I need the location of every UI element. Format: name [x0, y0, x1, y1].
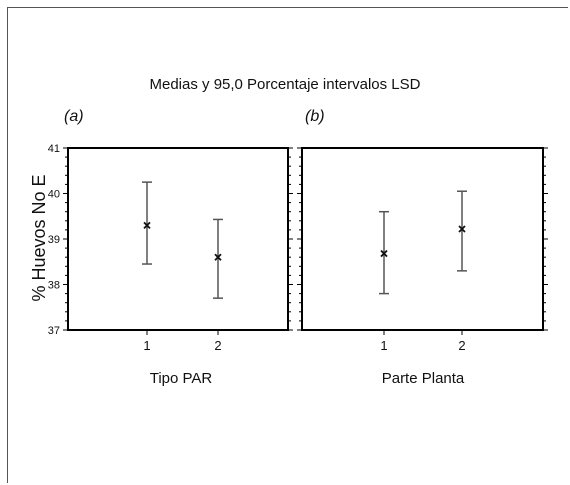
panel-b-mean-marker [458, 225, 466, 233]
y-tick-label: 38 [48, 280, 60, 292]
panel-a-mean-marker [214, 253, 222, 261]
chart-title: Medias y 95,0 Porcentaje intervalos LSD [149, 76, 421, 93]
panel-a-x-tick-label: 1 [143, 338, 150, 353]
panel-b-x-tick-label: 1 [380, 338, 387, 353]
y-tick-label: 37 [48, 325, 60, 337]
panel-b-label: (b) [305, 108, 325, 125]
panel-b-mean-marker [380, 249, 388, 258]
panel-a-x-tick-label: 2 [214, 338, 221, 353]
panel-a-mean-marker [143, 221, 151, 229]
y-tick-label: 41 [48, 143, 60, 155]
y-tick-label: 39 [48, 234, 60, 246]
panel-a-x-axis-label: Tipo PAR [149, 370, 213, 387]
panel-a-frame [67, 147, 289, 331]
panel-b-frame [301, 147, 544, 331]
panel-a-label: (a) [64, 108, 84, 125]
panel-b-x-axis-label: Parte Planta [381, 370, 465, 387]
panel-b-x-tick-label: 2 [458, 338, 465, 353]
y-tick-label: 40 [48, 189, 60, 201]
figure-frame [7, 7, 568, 483]
